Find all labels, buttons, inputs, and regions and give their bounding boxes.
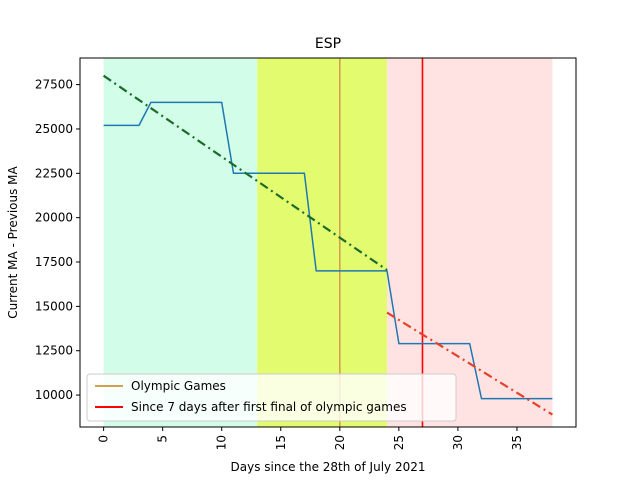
x-axis-ticks: 0 5 10 15 20 25 30 35 [97, 427, 524, 450]
x-tick-label: 30 [451, 435, 465, 450]
vertical-marker-lines [339, 58, 424, 427]
legend-label: Since 7 days after first final of olympi… [131, 400, 407, 414]
y-tick-label: 15000 [35, 299, 73, 313]
x-tick-label: 35 [510, 435, 524, 450]
chart-title: ESP [315, 36, 341, 52]
y-tick-label: 25000 [35, 122, 73, 136]
x-tick-label: 15 [274, 435, 288, 450]
legend-label: Olympic Games [131, 379, 226, 393]
legend-box [86, 373, 457, 422]
series-line [103, 101, 553, 400]
y-tick-label: 22500 [35, 166, 73, 180]
x-tick-label: 20 [333, 435, 347, 450]
series-lines [102, 74, 553, 416]
y-tick-label: 12500 [35, 344, 73, 358]
y-axis-ticks: 10000 12500 15000 17500 20000 22500 25000 27500 [35, 78, 80, 402]
trend-line [386, 311, 553, 416]
shaded-region [103, 58, 258, 427]
shaded-region [387, 58, 553, 427]
x-tick-label: 0 [97, 435, 111, 443]
x-tick-label: 5 [156, 435, 170, 443]
shaded-region [257, 58, 388, 427]
y-tick-label: 27500 [35, 78, 73, 92]
y-tick-label: 17500 [35, 255, 73, 269]
x-tick-label: 25 [392, 435, 406, 450]
trend-line [102, 74, 388, 271]
plot-frame [79, 57, 577, 428]
x-tick-label: 10 [215, 435, 229, 450]
y-tick-label: 10000 [35, 388, 73, 402]
y-tick-label: 20000 [35, 211, 73, 225]
legend: Olympic Games Since 7 days after first fi… [86, 373, 457, 422]
shaded-regions [103, 58, 553, 427]
y-axis-label: Current MA - Previous MA [6, 165, 20, 318]
x-axis-label: Days since the 28th of July 2021 [231, 460, 426, 474]
